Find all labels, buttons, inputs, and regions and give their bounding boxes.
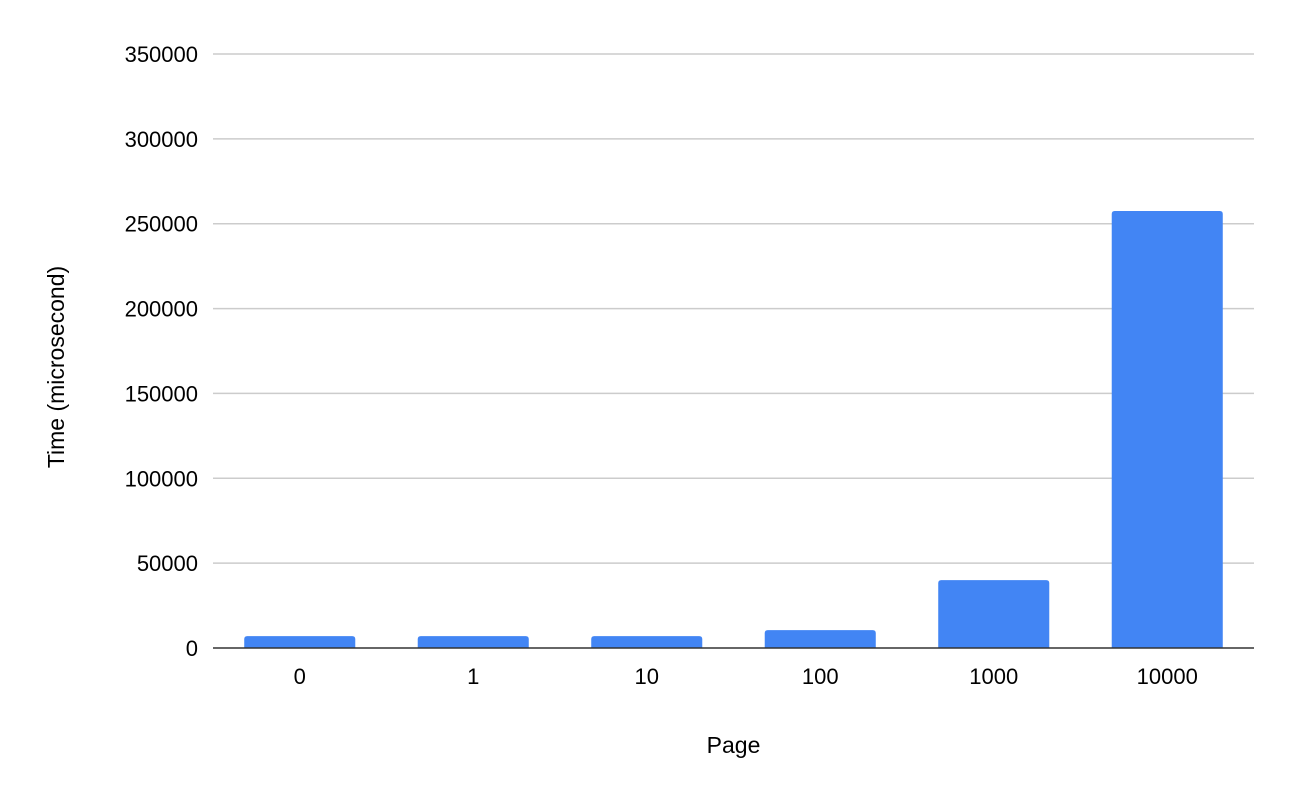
x-tick-label: 10 [635,664,659,689]
bar-1 [417,636,529,648]
y-tick-label: 50000 [137,551,198,576]
x-tick-label: 1000 [969,664,1018,689]
gridlines [213,53,1254,564]
bar-10 [591,636,703,648]
y-tick-label: 350000 [125,42,198,67]
x-axis-title: Page [707,732,761,758]
y-tick-label: 100000 [125,466,198,491]
y-tick-label: 300000 [125,127,198,152]
bar-100 [764,630,876,648]
y-tick-label: 250000 [125,212,198,237]
y-tick-label: 0 [186,636,198,661]
x-tick-labels: 0 1 10 100 1000 10000 [294,664,1198,689]
bar-10000 [1111,210,1223,648]
y-tick-label: 200000 [125,297,198,322]
y-tick-label: 150000 [125,381,198,406]
bar-0 [244,636,356,648]
bar-1000 [938,580,1050,648]
x-tick-label: 1 [467,664,479,689]
y-tick-labels: 0 50000 100000 150000 200000 250000 300000 3500… [125,42,198,661]
x-tick-label: 100 [802,664,839,689]
x-tick-label: 10000 [1137,664,1198,689]
y-axis-title: Time (microsecond) [43,266,69,468]
bars [244,210,1223,648]
x-tick-label: 0 [294,664,306,689]
